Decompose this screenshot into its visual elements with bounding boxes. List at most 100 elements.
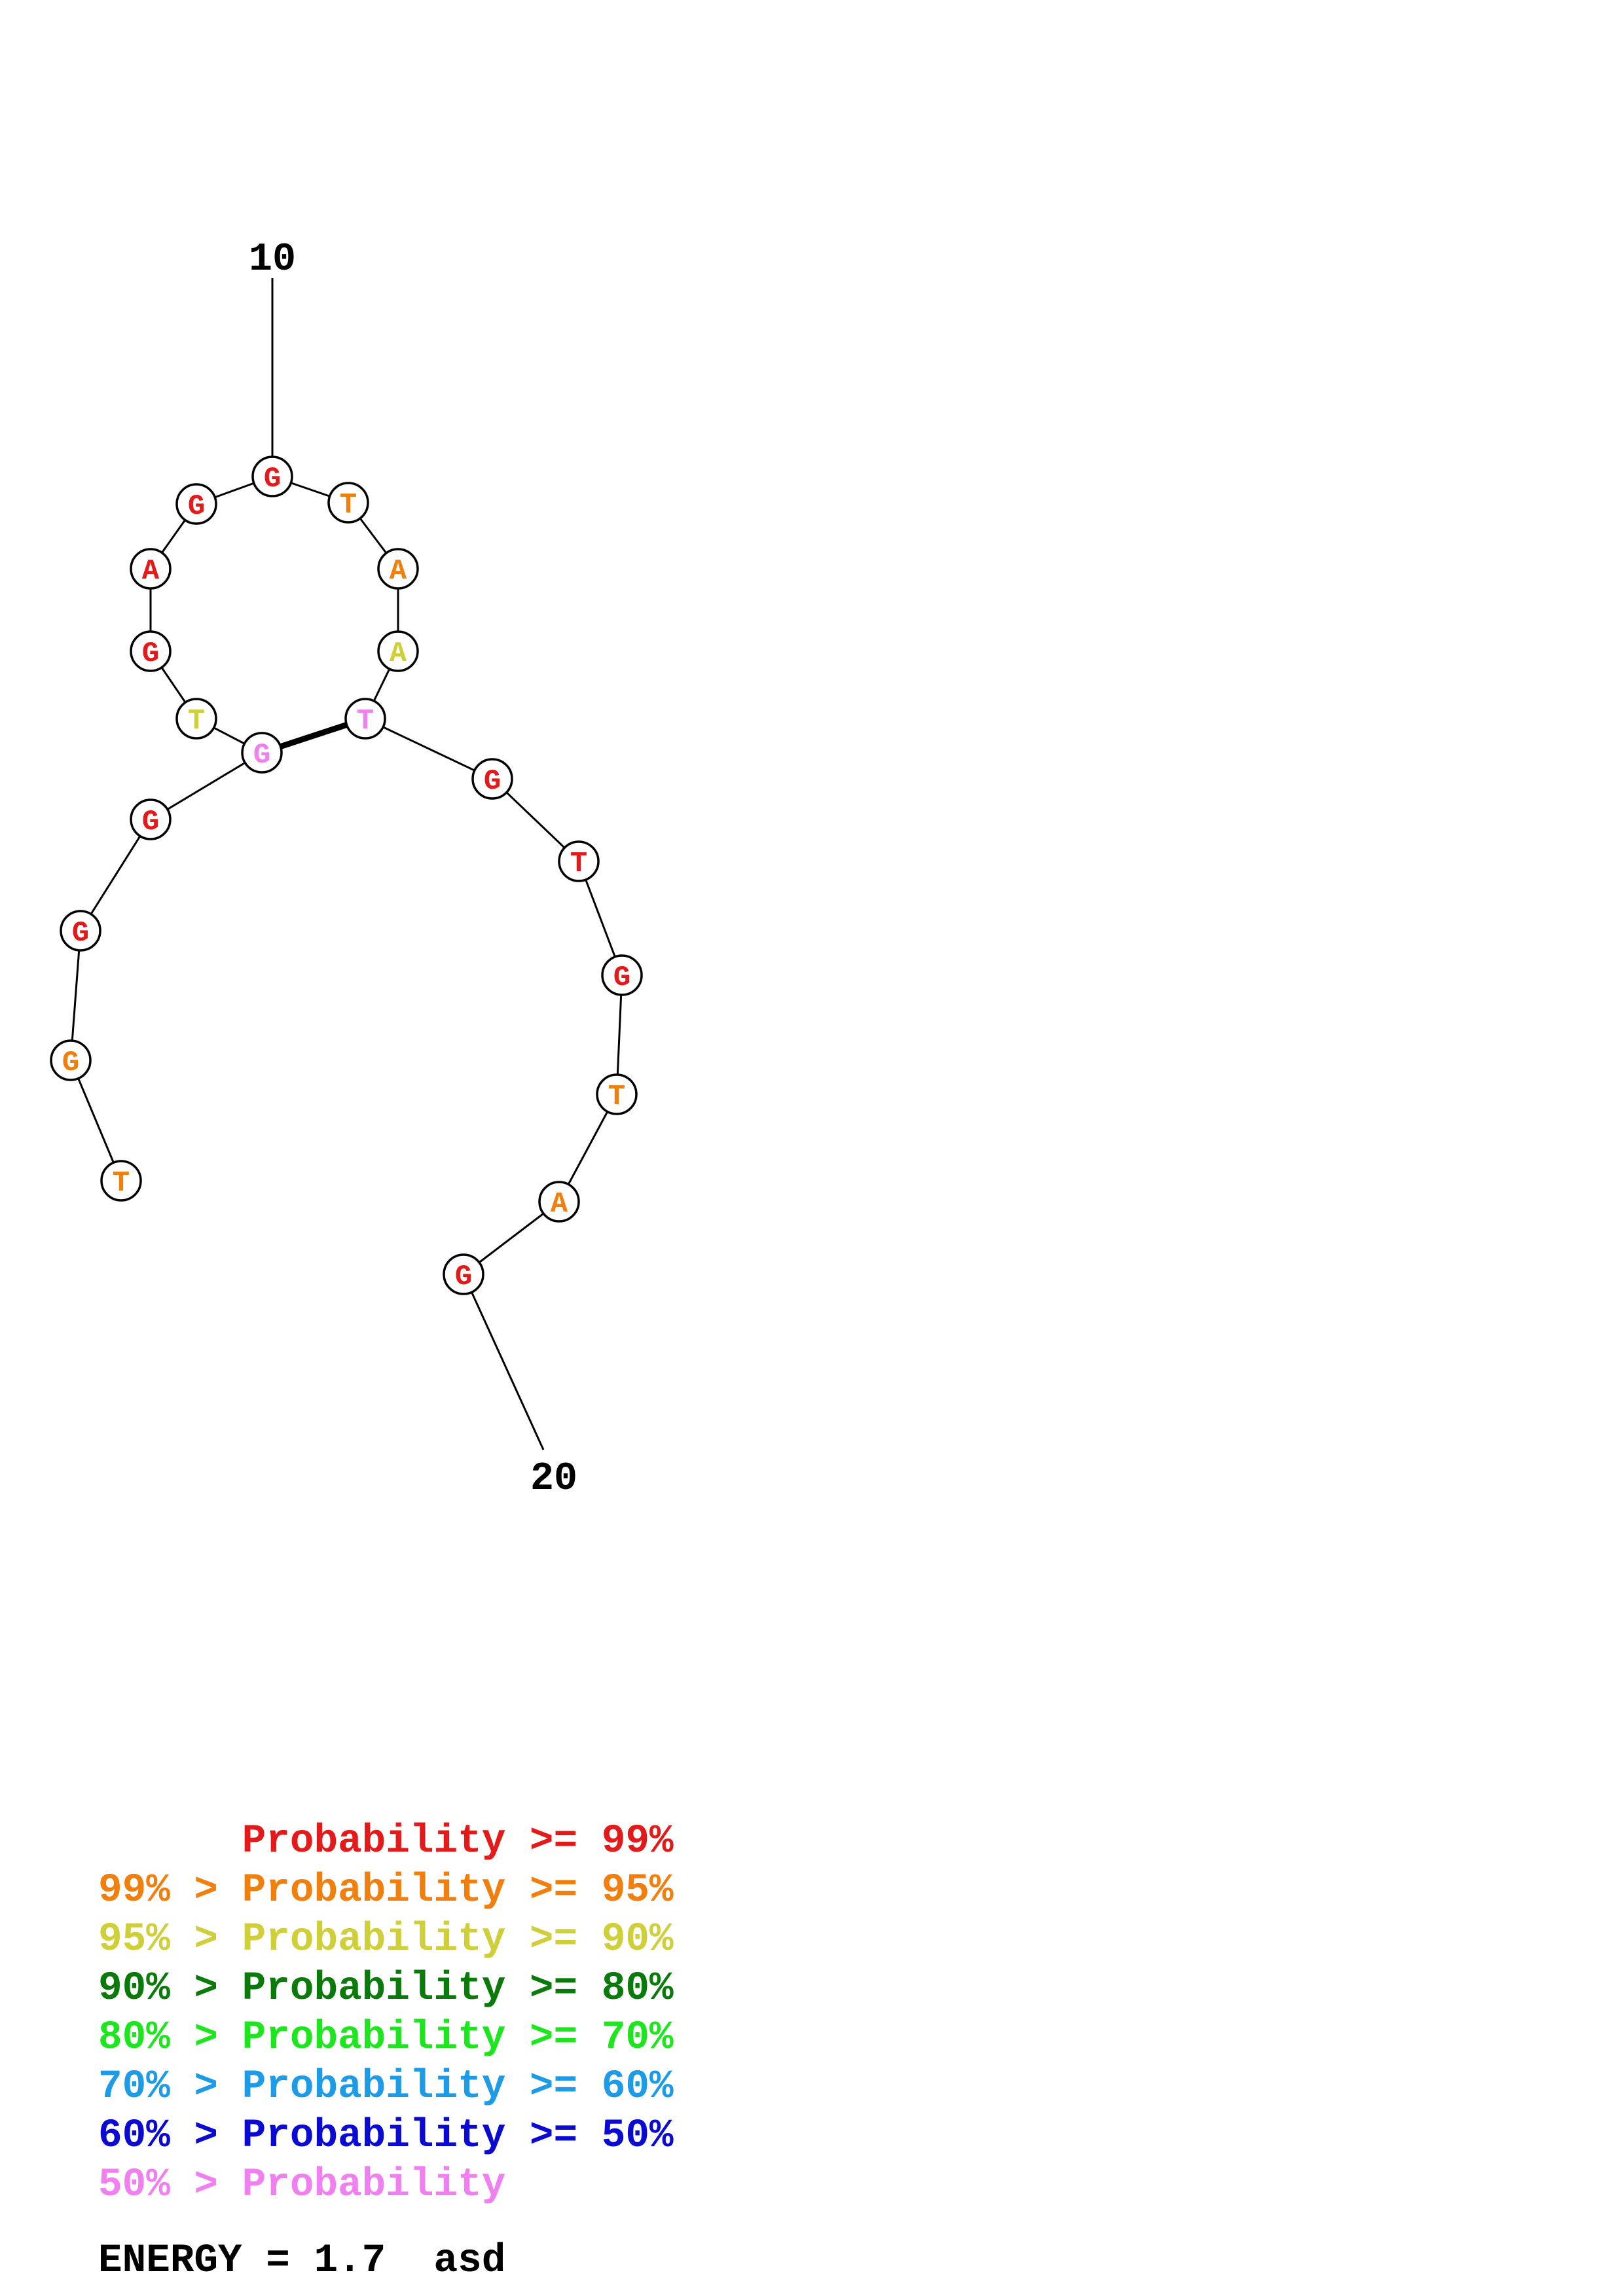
- legend-threshold: >= 90%: [505, 1917, 674, 1962]
- nucleotide-15: G: [471, 758, 513, 800]
- nucleotide-letter: T: [340, 489, 357, 522]
- position-labels: 10 20: [249, 238, 577, 1501]
- legend-row: 90% > Probability >= 80%: [98, 1969, 674, 2009]
- nucleotide-10: G: [251, 456, 293, 497]
- legend-row: 50% > Probability: [98, 2165, 505, 2205]
- nucleotide-circle: [344, 698, 386, 740]
- backbone-segment: [365, 717, 493, 780]
- nucleotide-9: G: [175, 483, 217, 525]
- nucleotide-circle: [377, 630, 419, 672]
- nucleotide-circle: [60, 910, 101, 952]
- nucleotide-circle: [175, 483, 217, 525]
- legend-label: Probability: [242, 2064, 506, 2109]
- nucleotide-14: T: [344, 698, 386, 740]
- nucleotide-6: T: [175, 698, 217, 740]
- nucleotide-17: G: [601, 954, 643, 996]
- position-label-20: 20: [530, 1457, 577, 1501]
- legend-threshold: >= 80%: [505, 1966, 674, 2011]
- legend-row: 60% > Probability >= 50%: [98, 2116, 674, 2156]
- nucleotide-letter: A: [142, 555, 160, 588]
- legend-threshold: >= 50%: [505, 2113, 674, 2159]
- nucleotide-8: A: [130, 548, 172, 590]
- legend-row: 99% > Probability >= 95%: [98, 1871, 674, 1910]
- nucleotide-circle: [130, 798, 172, 840]
- nucleotide-7: G: [130, 630, 172, 672]
- nucleotide-letter: A: [390, 637, 407, 670]
- nucleotide-letter: T: [357, 705, 374, 738]
- legend-threshold: >= 99%: [505, 1819, 674, 1864]
- nucleotide-letter: T: [188, 705, 205, 738]
- backbone-segment: [150, 751, 263, 821]
- legend-label: Probability: [242, 1917, 506, 1962]
- legend-label: Probability: [242, 1868, 506, 1913]
- legend-threshold: >= 70%: [505, 2015, 674, 2060]
- nucleotide-circle: [50, 1039, 92, 1081]
- nucleotide-letter: G: [484, 765, 501, 798]
- nucleotide-letter: G: [613, 961, 630, 994]
- nucleotide-circle: [471, 758, 513, 800]
- nucleotide-1: T: [100, 1160, 142, 1202]
- legend-prefix: 90% >: [98, 1966, 242, 2011]
- nucleotide-letter: G: [455, 1261, 472, 1293]
- nucleotide-circle: [100, 1160, 142, 1202]
- backbone-segment: [69, 930, 82, 1061]
- energy-label: ENERGY = 1.7 asd: [98, 2238, 506, 2284]
- legend-prefix: 50% >: [98, 2162, 242, 2208]
- position-label-line: [462, 1274, 545, 1450]
- nucleotide-circle: [377, 548, 419, 590]
- nucleotide-letter: G: [72, 917, 89, 950]
- nucleotide-5: G: [241, 732, 283, 774]
- nucleotide-letter: A: [390, 555, 407, 588]
- legend-label: Probability: [242, 2113, 506, 2159]
- nucleotide-19: A: [538, 1181, 580, 1223]
- nucleotide-circle: [558, 840, 600, 882]
- nucleotide-circle: [251, 456, 293, 497]
- legend-prefix: 70% >: [98, 2064, 242, 2109]
- nucleotide-11: T: [327, 482, 369, 524]
- nucleotide-circle: [538, 1181, 580, 1223]
- legend-threshold: >= 60%: [505, 2064, 674, 2109]
- nucleotide-16: T: [558, 840, 600, 882]
- nucleotide-20: G: [443, 1253, 484, 1295]
- nucleotide-circle: [601, 954, 643, 996]
- nucleotide-12: A: [377, 548, 419, 590]
- nucleotide-circle: [175, 698, 217, 740]
- nucleotide-letter: G: [253, 739, 270, 772]
- nucleotide-2: G: [50, 1039, 92, 1081]
- legend-prefix: [98, 1819, 242, 1864]
- legend-prefix: 95% >: [98, 1917, 242, 1962]
- legend-row: Probability >= 99%: [98, 1821, 674, 1861]
- legend-label: Probability: [242, 2015, 506, 2060]
- legend-prefix: 80% >: [98, 2015, 242, 2060]
- nucleotide-letter: A: [551, 1188, 568, 1221]
- nucleotide-letter: T: [570, 848, 587, 880]
- position-label-lines: [271, 278, 545, 1450]
- legend-prefix: 99% >: [98, 1868, 242, 1913]
- nucleotide-letter: G: [62, 1047, 79, 1079]
- legend-row: 95% > Probability >= 90%: [98, 1920, 674, 1960]
- nucleotide-letter: G: [142, 637, 159, 670]
- backbone-segment: [79, 819, 152, 931]
- nucleotide-circle: [596, 1073, 638, 1115]
- nucleotide-18: T: [596, 1073, 638, 1115]
- legend-label: Probability: [242, 2162, 506, 2208]
- nucleotide-letter: T: [608, 1081, 625, 1113]
- backbone-segment: [69, 1060, 122, 1181]
- nucleotide-circle: [443, 1253, 484, 1295]
- nucleotide-4: G: [130, 798, 172, 840]
- nucleotide-13: A: [377, 630, 419, 672]
- legend-row: 70% > Probability >= 60%: [98, 2067, 674, 2107]
- nucleotide-letter: G: [188, 490, 205, 523]
- legend-label: Probability: [242, 1819, 506, 1864]
- nucleotide-3: G: [60, 910, 101, 952]
- legend-threshold: >= 95%: [505, 1868, 674, 1913]
- nucleotide-circle: [130, 630, 172, 672]
- nucleotide-letter: G: [142, 806, 159, 838]
- nucleotide-circle: [241, 732, 283, 774]
- nucleotide-circle: [327, 482, 369, 524]
- position-label-10: 10: [249, 238, 296, 282]
- nucleotide-letter: G: [264, 463, 281, 495]
- legend-prefix: 60% >: [98, 2113, 242, 2159]
